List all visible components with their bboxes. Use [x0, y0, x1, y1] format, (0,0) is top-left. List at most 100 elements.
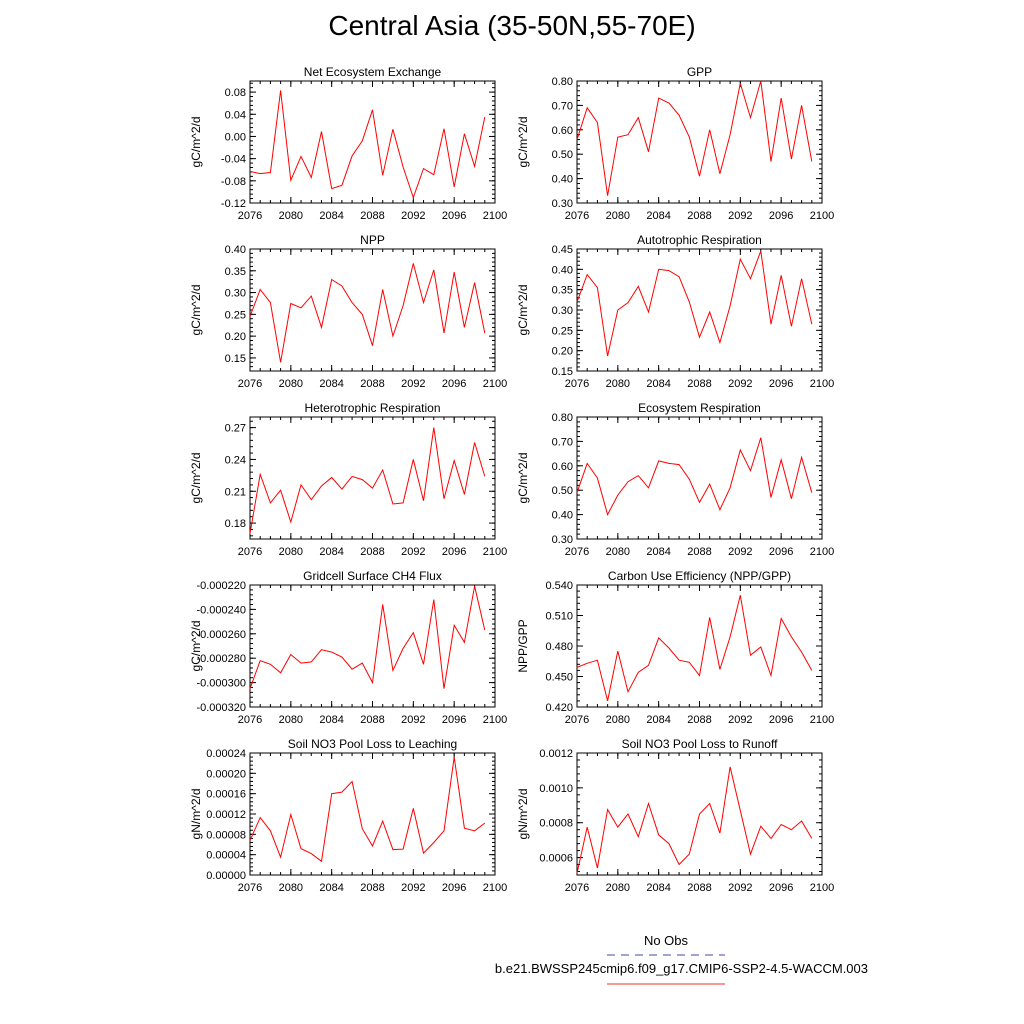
y-tick-label: 0.20	[225, 331, 246, 343]
plot-frame	[249, 584, 496, 708]
x-tick-label: 2076	[565, 882, 589, 894]
y-tick-label: 0.40	[552, 510, 573, 522]
y-tick-label: 0.0006	[539, 853, 573, 865]
y-tick-label: -0.08	[221, 176, 246, 188]
y-tick-label: 0.420	[545, 702, 573, 714]
x-tick-label: 2096	[769, 210, 793, 222]
series-line	[576, 250, 813, 357]
x-tick-label: 2088	[360, 378, 384, 390]
x-tick-label: 2088	[687, 882, 711, 894]
panel-title: GPP	[687, 65, 712, 79]
x-tick-label: 2100	[810, 714, 834, 726]
panel-3: Autotrophic Respiration gC/m^2/d 2076 2080 2…	[516, 233, 834, 390]
x-tick-label: 2096	[769, 714, 793, 726]
panel-title: NPP	[360, 233, 385, 247]
x-tick-label: 2100	[483, 546, 507, 558]
x-tick-label: 2076	[238, 210, 262, 222]
y-tick-label: -0.000280	[196, 653, 246, 665]
x-tick-label: 2088	[360, 546, 384, 558]
y-tick-label: 0.450	[545, 672, 573, 684]
plot-frame	[249, 248, 496, 372]
series-line	[576, 80, 813, 196]
x-tick-label: 2076	[238, 882, 262, 894]
y-tick-label: 0.00	[225, 131, 246, 143]
x-tick-label: 2080	[606, 378, 630, 390]
plot-frame	[576, 248, 823, 372]
x-tick-label: 2100	[810, 882, 834, 894]
y-tick-label: 0.40	[552, 174, 573, 186]
x-tick-label: 2092	[401, 882, 425, 894]
x-tick-label: 2092	[728, 210, 752, 222]
x-tick-label: 2076	[565, 546, 589, 558]
panel-title: Heterotrophic Respiration	[304, 401, 440, 415]
x-tick-label: 2092	[401, 714, 425, 726]
x-tick-label: 2076	[565, 714, 589, 726]
x-tick-label: 2080	[279, 210, 303, 222]
y-tick-label: -0.04	[221, 154, 246, 166]
x-tick-label: 2080	[606, 714, 630, 726]
series-line	[576, 595, 813, 702]
y-tick-label: 0.70	[552, 436, 573, 448]
y-tick-label: 0.30	[225, 288, 246, 300]
x-tick-label: 2096	[442, 714, 466, 726]
panel-title: Soil NO3 Pool Loss to Runoff	[622, 737, 779, 751]
legend-model-label: b.e21.BWSSP245cmip6.f09_g17.CMIP6-SSP2-4…	[494, 961, 868, 976]
x-tick-label: 2096	[769, 378, 793, 390]
y-tick-label: 0.30	[552, 198, 573, 210]
x-tick-label: 2088	[687, 210, 711, 222]
panel-6: Gridcell Surface CH4 Flux gC/m^2/d 2076 208…	[189, 569, 507, 726]
panel-5: Ecosystem Respiration gC/m^2/d 2076 2080 208…	[516, 401, 834, 558]
panel-title: Autotrophic Respiration	[637, 233, 762, 247]
y-tick-label: 0.0010	[539, 783, 573, 795]
y-tick-label: 0.0012	[539, 748, 573, 760]
x-tick-label: 2076	[565, 378, 589, 390]
x-tick-label: 2096	[442, 882, 466, 894]
panel-title: Ecosystem Respiration	[638, 401, 761, 415]
x-tick-label: 2092	[728, 882, 752, 894]
x-tick-label: 2084	[319, 210, 343, 222]
y-tick-label: 0.80	[552, 76, 573, 88]
y-tick-label: 0.25	[225, 309, 246, 321]
y-tick-label: 0.70	[552, 100, 573, 112]
y-tick-label: 0.45	[552, 244, 573, 256]
x-tick-label: 2100	[810, 546, 834, 558]
y-tick-label: 0.60	[552, 461, 573, 473]
y-tick-label: -0.000320	[196, 702, 246, 714]
y-tick-label: 0.80	[552, 412, 573, 424]
series-line	[249, 427, 486, 534]
x-tick-label: 2088	[687, 378, 711, 390]
y-axis-label: gC/m^2/d	[516, 285, 530, 336]
plot-frame	[249, 416, 496, 540]
y-axis-label: gC/m^2/d	[189, 453, 203, 504]
y-axis-label: gC/m^2/d	[189, 117, 203, 168]
y-tick-label: 0.40	[225, 244, 246, 256]
panel-1: GPP gC/m^2/d 2076 2080 2084 2088 2092 2096 2100 0…	[516, 65, 834, 222]
x-tick-label: 2080	[279, 882, 303, 894]
series-line	[249, 90, 486, 200]
x-tick-label: 2100	[483, 882, 507, 894]
y-tick-label: 0.40	[552, 264, 573, 276]
y-tick-label: 0.30	[552, 534, 573, 546]
y-tick-label: 0.00016	[206, 789, 246, 801]
panel-0: Net Ecosystem Exchange gC/m^2/d 2076 2080 20…	[189, 65, 507, 222]
x-tick-label: 2084	[319, 378, 343, 390]
panel-9: Soil NO3 Pool Loss to Runoff gN/m^2/d 2076…	[516, 737, 834, 894]
panel-title: Net Ecosystem Exchange	[304, 65, 442, 79]
y-tick-label: 0.00004	[206, 850, 246, 862]
y-axis-label: gC/m^2/d	[516, 117, 530, 168]
x-tick-label: 2088	[360, 882, 384, 894]
y-axis-label: gC/m^2/d	[189, 285, 203, 336]
x-tick-label: 2084	[319, 714, 343, 726]
y-tick-label: 0.480	[545, 641, 573, 653]
x-tick-label: 2092	[401, 546, 425, 558]
x-tick-label: 2080	[279, 378, 303, 390]
x-tick-label: 2084	[646, 714, 670, 726]
x-tick-label: 2088	[360, 210, 384, 222]
y-tick-label: -0.000260	[196, 629, 246, 641]
series-line	[576, 766, 813, 874]
x-tick-label: 2084	[646, 378, 670, 390]
x-tick-label: 2084	[319, 882, 343, 894]
x-tick-label: 2084	[646, 546, 670, 558]
